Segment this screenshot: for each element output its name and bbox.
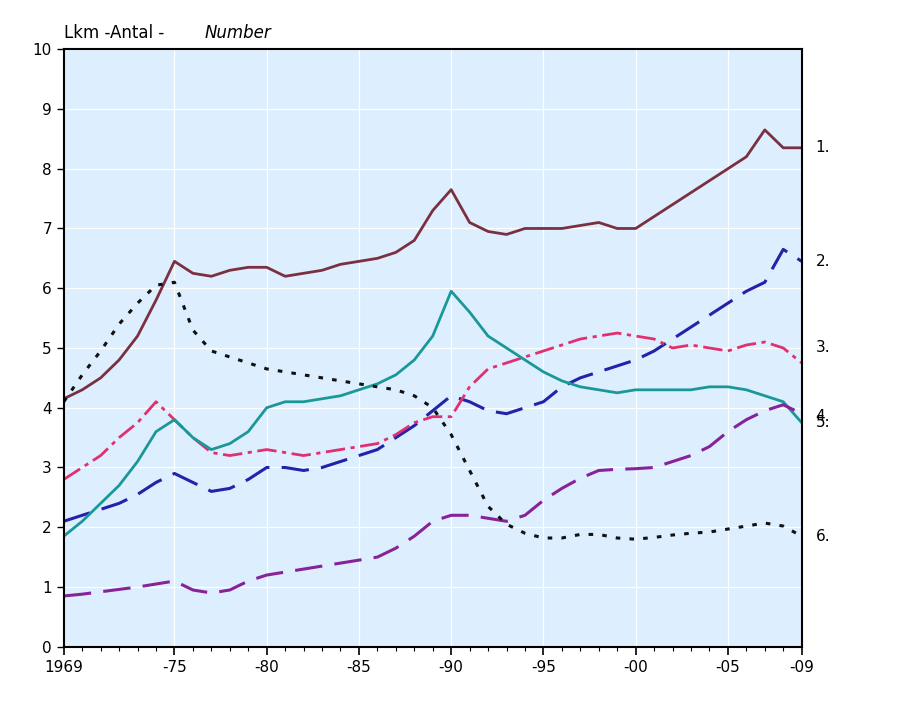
- Text: 2.: 2.: [815, 254, 830, 269]
- Text: 6.: 6.: [815, 529, 830, 543]
- Text: 3.: 3.: [815, 340, 830, 356]
- Text: Number: Number: [205, 24, 271, 42]
- Text: Lkm -Antal -: Lkm -Antal -: [64, 24, 169, 42]
- Text: 4.: 4.: [815, 409, 830, 424]
- Text: 1.: 1.: [815, 141, 830, 155]
- Text: 5.: 5.: [815, 415, 830, 430]
